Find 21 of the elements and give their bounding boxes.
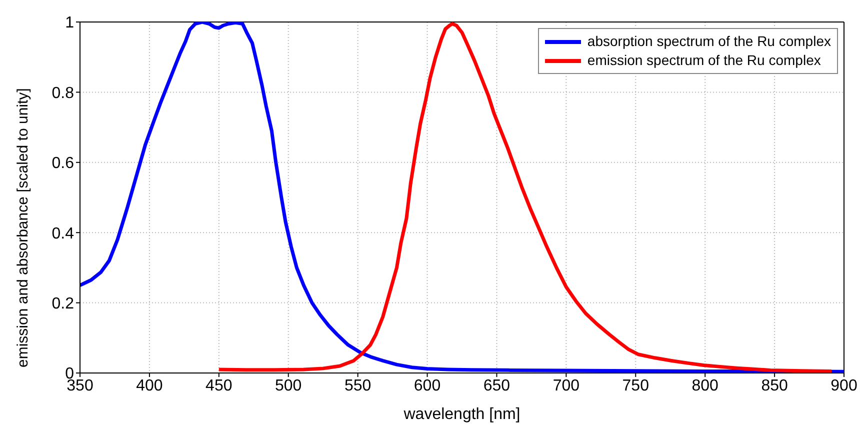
x-tick-label: 750 xyxy=(622,377,650,394)
legend-label: emission spectrum of the Ru complex xyxy=(587,51,821,70)
x-tick-label: 800 xyxy=(692,377,719,394)
y-tick-label: 0.6 xyxy=(52,155,74,172)
y-tick-label: 0.4 xyxy=(52,225,74,242)
y-tick-label: 1 xyxy=(65,14,74,32)
x-tick-label: 700 xyxy=(552,377,580,394)
y-tick-label: 0.8 xyxy=(52,84,74,102)
y-tick-label: 0.2 xyxy=(52,295,74,312)
x-tick-label: 400 xyxy=(136,377,163,394)
legend-label: absorption spectrum of the Ru complex xyxy=(587,32,831,51)
x-axis-title: wavelength [nm] xyxy=(402,406,520,423)
x-tick-label: 500 xyxy=(275,377,302,394)
x-tick-label: 650 xyxy=(483,377,510,394)
x-tick-label: 550 xyxy=(344,377,372,394)
x-tick-label: 850 xyxy=(761,377,788,394)
line-series xyxy=(217,22,834,373)
x-tick-label: 900 xyxy=(830,377,858,394)
x-tick-label: 600 xyxy=(414,377,441,394)
x-tick-label: 450 xyxy=(206,377,232,394)
y-axis-title: emission and absorbance [scaled to unity] xyxy=(14,88,32,368)
